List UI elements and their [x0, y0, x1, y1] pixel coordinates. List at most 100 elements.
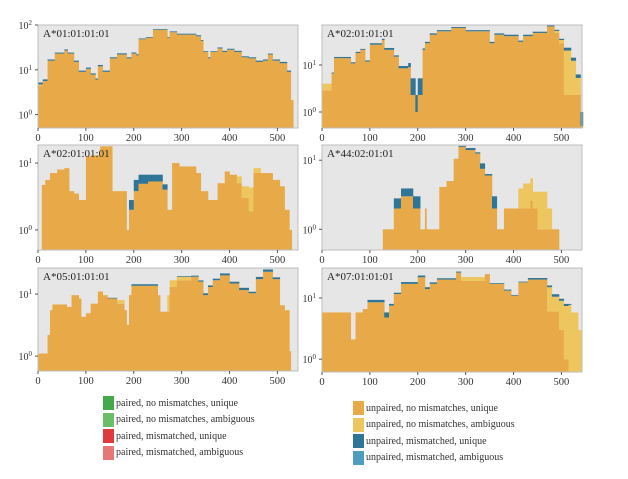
- legend-label: paired, no mismatches, unique: [116, 397, 238, 409]
- bar-unpaired-unique: [81, 316, 87, 371]
- bar-unpaired-mismatched-unique: [241, 56, 249, 58]
- x-tick-label: 500: [554, 377, 570, 388]
- bar-unpaired-mismatched-unique: [436, 30, 452, 32]
- bar-unpaired-unique: [503, 36, 519, 129]
- y-tick-exponent: 1: [313, 59, 317, 67]
- bar-unpaired-unique: [95, 79, 99, 128]
- y-tick-label: 100: [19, 224, 33, 237]
- bar-unpaired-unique: [57, 169, 65, 250]
- bar-unpaired-unique: [289, 351, 292, 371]
- bar-unpaired-mismatched-unique: [67, 52, 75, 54]
- x-tick-label: 100: [78, 376, 94, 387]
- bar-unpaired-mismatched-unique: [229, 281, 240, 284]
- plot-frame: [321, 267, 583, 373]
- bar-unpaired-unique: [518, 41, 524, 128]
- bar-unpaired-mismatched-unique: [381, 38, 385, 40]
- bar-unpaired-unique: [570, 94, 577, 128]
- bar-unpaired-unique: [511, 295, 519, 372]
- bar-unpaired-unique: [219, 275, 230, 371]
- bar-unpaired-unique: [272, 279, 281, 371]
- bar-unpaired-unique: [229, 283, 240, 371]
- bar-unpaired-unique: [279, 305, 285, 371]
- bar-unpaired-mismatched-unique: [239, 287, 249, 291]
- bar-unpaired-unique: [439, 186, 447, 250]
- x-tick-label: 100: [78, 133, 94, 144]
- bar-unpaired-mismatched-unique: [484, 174, 493, 176]
- bar-unpaired-unique: [169, 286, 178, 371]
- y-tick-label: 100: [19, 109, 33, 122]
- bar-unpaired-unique: [234, 51, 242, 128]
- bar-unpaired-unique: [355, 312, 363, 372]
- y-tick-exponent: 0: [29, 350, 33, 358]
- bar-unpaired-mismatched-unique: [234, 50, 242, 52]
- bar-unpaired-ambiguous: [537, 191, 548, 230]
- bar-unpaired-mismatched-unique: [255, 276, 264, 280]
- bar-unpaired-ambiguous: [578, 329, 582, 372]
- bar-unpaired-mismatched-unique: [286, 70, 292, 72]
- bar-unpaired-unique: [172, 163, 180, 250]
- bar-unpaired-mismatched-unique: [198, 280, 204, 282]
- x-tick-label: 0: [35, 133, 40, 144]
- bar-unpaired-unique: [131, 285, 159, 371]
- bar-unpaired-unique: [67, 53, 75, 128]
- bar-unpaired-mismatched-unique: [152, 29, 168, 30]
- bar-unpaired-mismatched-unique: [559, 38, 565, 40]
- x-tick-label: 100: [78, 255, 94, 266]
- x-tick-label: 300: [458, 377, 474, 388]
- bar-unpaired-unique: [424, 289, 431, 372]
- bar-unpaired-unique: [176, 280, 192, 371]
- bar-unpaired-mismatched-unique: [131, 284, 159, 286]
- bar-unpaired-mismatched-unique: [518, 40, 524, 42]
- x-tick-label: 200: [126, 133, 142, 144]
- bar-unpaired-mismatched-unique: [410, 78, 416, 95]
- bar-unpaired-mismatched-unique: [491, 196, 498, 209]
- x-tick-label: 300: [458, 255, 474, 266]
- bar-unpaired-mismatched-unique: [480, 163, 486, 169]
- bar-unpaired-unique: [575, 94, 581, 128]
- bar-unpaired-unique: [424, 208, 427, 250]
- y-tick-exponent: 1: [29, 157, 33, 165]
- y-tick-label: 101: [303, 59, 317, 72]
- bar-unpaired-unique: [126, 58, 132, 128]
- bar-unpaired-unique: [169, 32, 178, 128]
- bar-unpaired-unique: [369, 44, 383, 128]
- bar-unpaired-unique: [64, 50, 68, 129]
- y-tick-exponent: 0: [313, 223, 317, 231]
- bar-unpaired-mismatched-unique: [167, 36, 170, 38]
- x-tick-label: 100: [362, 255, 378, 266]
- bar-unpaired-unique: [532, 208, 538, 250]
- bar-unpaired-mismatched-unique: [97, 64, 103, 67]
- y-tick-exponent: 0: [313, 353, 317, 361]
- bar-unpaired-mismatched-unique: [117, 53, 127, 55]
- bar-unpaired-mismatched-unique: [547, 285, 553, 288]
- y-tick-base: 10: [303, 156, 313, 167]
- bar-unpaired-mismatched-unique: [248, 57, 257, 59]
- bar-unpaired-unique: [203, 51, 209, 128]
- legend-item: paired, mismatched, unique: [103, 428, 255, 445]
- legend-paired: paired, no mismatches, unique paired, no…: [103, 395, 255, 461]
- bar-unpaired-mismatched-unique: [568, 303, 572, 305]
- panel-title: A*07:01:01:01: [327, 271, 394, 283]
- bar-unpaired-unique: [64, 168, 70, 250]
- bar-unpaired-unique: [496, 229, 505, 250]
- bar-unpaired-mismatched-unique: [350, 62, 356, 64]
- y-tick-base: 10: [19, 111, 29, 122]
- bar-unpaired-mismatched-unique: [212, 278, 221, 281]
- bar-unpaired-mismatched-unique: [458, 145, 466, 147]
- bar-unpaired-unique: [408, 67, 411, 128]
- bar-unpaired-unique: [480, 168, 486, 250]
- bar-unpaired-mismatched-unique: [148, 174, 163, 182]
- bar-unpaired-ambiguous: [570, 312, 579, 372]
- bar-unpaired-unique: [350, 339, 356, 372]
- legend-unpaired: unpaired, no mismatches, unique unpaired…: [353, 400, 515, 466]
- bar-unpaired-unique: [333, 58, 352, 129]
- bar-unpaired-unique: [85, 68, 91, 128]
- bar-unpaired-unique: [138, 183, 149, 250]
- bar-unpaired-unique: [456, 272, 462, 372]
- bar-unpaired-mismatched-unique: [176, 33, 197, 35]
- bar-unpaired-unique: [458, 146, 466, 250]
- plot-frame: [321, 144, 583, 251]
- y-tick-exponent: 0: [313, 106, 317, 114]
- bar-unpaired-unique: [54, 53, 65, 128]
- bar-unpaired-unique: [167, 37, 170, 129]
